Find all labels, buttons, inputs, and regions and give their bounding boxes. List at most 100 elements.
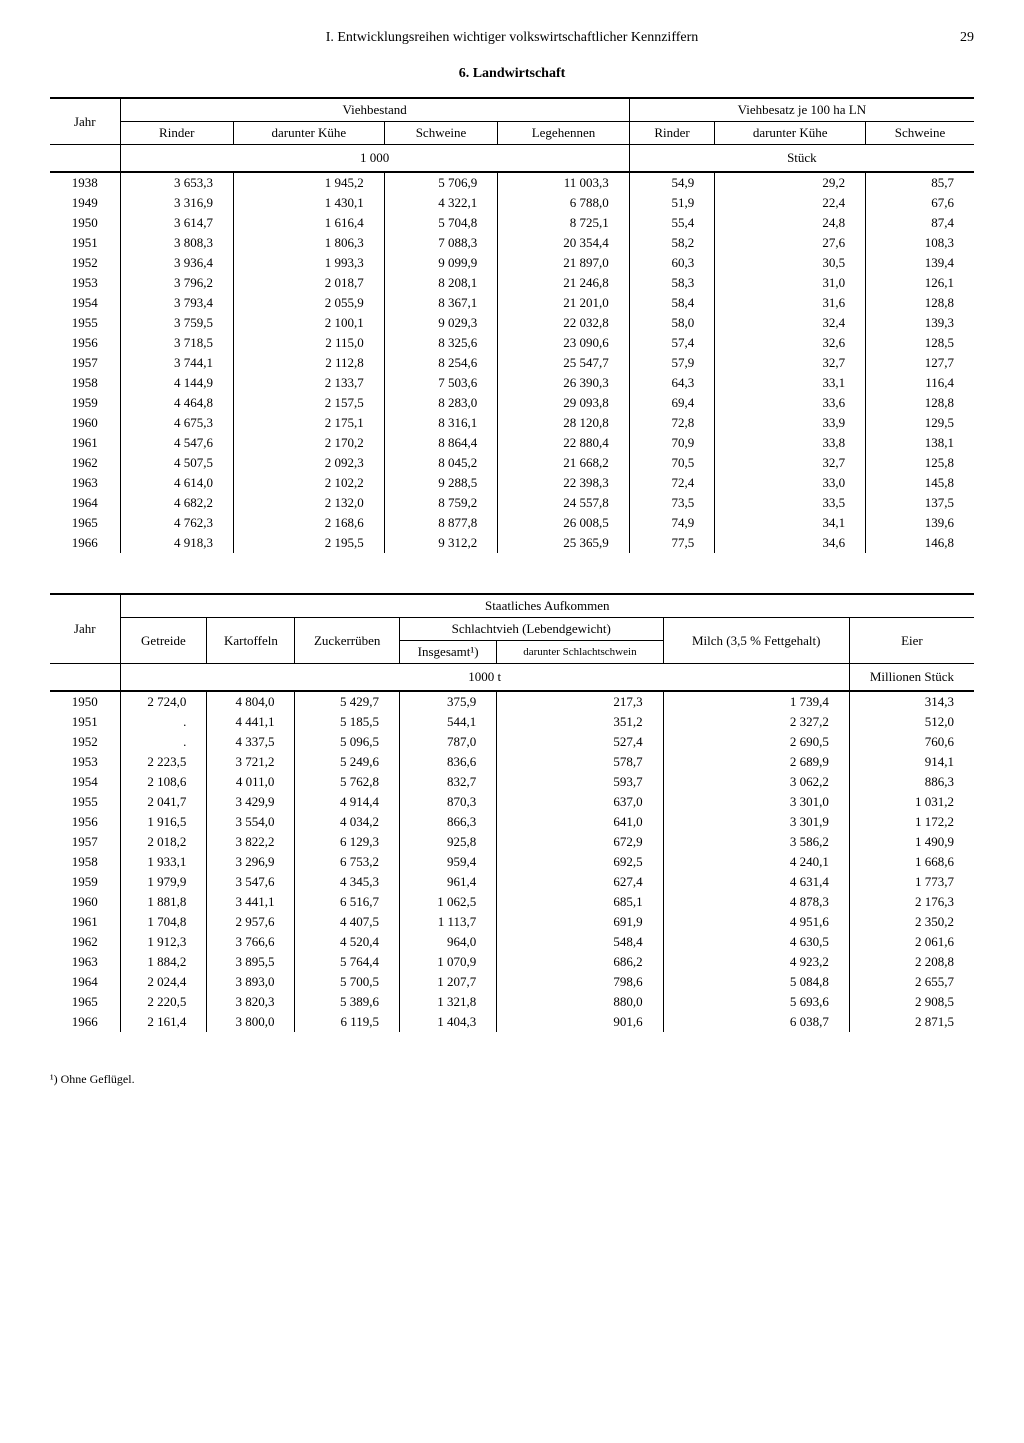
data-cell: . [120,732,207,752]
data-cell: 787,0 [399,732,496,752]
table-row: 19642 024,43 893,05 700,51 207,7798,65 0… [50,972,974,992]
data-cell: 4 630,5 [663,932,849,952]
data-cell: 2 024,4 [120,972,207,992]
data-cell: 1 912,3 [120,932,207,952]
data-cell: 3 895,5 [207,952,295,972]
data-cell: 4 322,1 [384,193,497,213]
data-cell: 3 653,3 [120,172,233,193]
data-cell: 9 099,9 [384,253,497,273]
data-cell: 870,3 [399,792,496,812]
data-cell: 2 690,5 [663,732,849,752]
data-cell: 24,8 [715,213,866,233]
data-cell: 1 916,5 [120,812,207,832]
data-cell: 527,4 [497,732,663,752]
data-cell: 21 201,0 [498,293,630,313]
year-cell: 1965 [50,992,120,1012]
data-cell: 26 390,3 [498,373,630,393]
data-cell: 5 704,8 [384,213,497,233]
data-cell: 127,7 [866,353,974,373]
data-cell: 2 871,5 [849,1012,974,1032]
data-cell: 1 490,9 [849,832,974,852]
data-cell: 69,4 [629,393,715,413]
data-cell: 4 918,3 [120,533,233,553]
data-cell: 3 820,3 [207,992,295,1012]
table-row: 19591 979,93 547,64 345,3961,4627,44 631… [50,872,974,892]
unit-1000: 1 000 [120,145,629,173]
data-cell: 685,1 [497,892,663,912]
data-cell: 832,7 [399,772,496,792]
table-aufkommen: Jahr Staatliches Aufkommen Getreide Kart… [50,593,974,1032]
col-eier: Eier [849,618,974,664]
data-cell: 9 288,5 [384,473,497,493]
data-cell: . [120,712,207,732]
data-cell: 7 503,6 [384,373,497,393]
page-header: I. Entwicklungsreihen wichtiger volkswir… [50,30,974,46]
data-cell: 21 897,0 [498,253,630,273]
data-cell: 2 108,6 [120,772,207,792]
data-cell: 108,3 [866,233,974,253]
data-cell: 2 908,5 [849,992,974,1012]
data-cell: 3 301,9 [663,812,849,832]
data-cell: 3 301,0 [663,792,849,812]
data-cell: 3 316,9 [120,193,233,213]
data-cell: 30,5 [715,253,866,273]
data-cell: 32,4 [715,313,866,333]
col-zucker: Zuckerrüben [295,618,400,664]
unit-1000t: 1000 t [120,664,849,692]
table-row: 19573 744,12 112,88 254,625 547,757,932,… [50,353,974,373]
data-cell: 125,8 [866,453,974,473]
data-cell: 11 003,3 [498,172,630,193]
year-cell: 1962 [50,453,120,473]
data-cell: 58,2 [629,233,715,253]
section-title: 6. Landwirtschaft [50,66,974,82]
header-title: I. Entwicklungsreihen wichtiger volkswir… [90,30,934,46]
data-cell: 137,5 [866,493,974,513]
data-cell: 8 283,0 [384,393,497,413]
table-row: 19503 614,71 616,45 704,88 725,155,424,8… [50,213,974,233]
data-cell: 4 762,3 [120,513,233,533]
data-cell: 4 951,6 [663,912,849,932]
data-cell: 34,6 [715,533,866,553]
data-cell: 33,6 [715,393,866,413]
table-row: 19614 547,62 170,28 864,422 880,470,933,… [50,433,974,453]
data-cell: 20 354,4 [498,233,630,253]
data-cell: 2 350,2 [849,912,974,932]
data-cell: 24 557,8 [498,493,630,513]
data-cell: 3 554,0 [207,812,295,832]
data-cell: 67,6 [866,193,974,213]
data-cell: 3 614,7 [120,213,233,233]
year-cell: 1952 [50,253,120,273]
data-cell: 27,6 [715,233,866,253]
table-row: 19561 916,53 554,04 034,2866,3641,03 301… [50,812,974,832]
data-cell: 9 312,2 [384,533,497,553]
data-cell: 886,3 [849,772,974,792]
table-row: 19542 108,64 011,05 762,8832,7593,73 062… [50,772,974,792]
data-cell: 8 877,8 [384,513,497,533]
data-cell: 31,0 [715,273,866,293]
data-cell: 8 316,1 [384,413,497,433]
data-cell: 314,3 [849,691,974,712]
data-cell: 2 061,6 [849,932,974,952]
footnote: ¹) Ohne Geflügel. [50,1072,974,1087]
data-cell: 58,0 [629,313,715,333]
data-cell: 375,9 [399,691,496,712]
data-cell: 1 884,2 [120,952,207,972]
data-cell: 4 675,3 [120,413,233,433]
page-number: 29 [934,30,974,46]
table-row: 19552 041,73 429,94 914,4870,3637,03 301… [50,792,974,812]
data-cell: 22,4 [715,193,866,213]
data-cell: 2 018,2 [120,832,207,852]
data-cell: 798,6 [497,972,663,992]
data-cell: 128,8 [866,393,974,413]
data-cell: 5 429,7 [295,691,400,712]
data-cell: 217,3 [497,691,663,712]
year-cell: 1960 [50,413,120,433]
year-cell: 1965 [50,513,120,533]
data-cell: 21 246,8 [498,273,630,293]
data-cell: 6 753,2 [295,852,400,872]
data-cell: 4 034,2 [295,812,400,832]
year-cell: 1961 [50,912,120,932]
data-cell: 4 547,6 [120,433,233,453]
data-cell: 3 429,9 [207,792,295,812]
table-row: 19644 682,22 132,08 759,224 557,873,533,… [50,493,974,513]
